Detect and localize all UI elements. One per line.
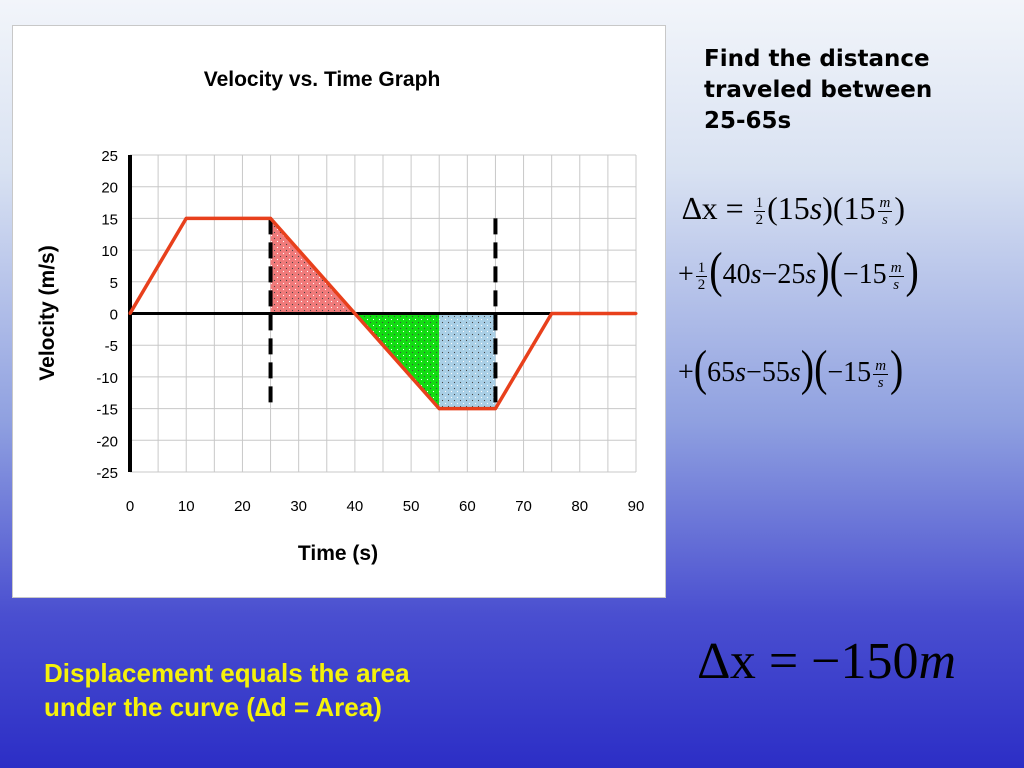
prompt-line: Find the distance — [704, 46, 930, 72]
x-tick-label: 20 — [234, 498, 251, 515]
x-tick-label: 80 — [571, 498, 588, 515]
frac-num: m — [888, 260, 904, 278]
x-tick-label: 0 — [126, 498, 134, 515]
unit: s — [750, 259, 762, 290]
prompt-text: Find the distance traveled between 25-65… — [704, 44, 1004, 137]
frac-den: 2 — [697, 277, 706, 294]
term: 65 — [707, 357, 736, 388]
data-point — [128, 312, 132, 315]
unit: s — [809, 190, 823, 226]
x-axis-label: Time (s) — [298, 542, 378, 565]
velocity-line — [128, 216, 636, 411]
shaded-area — [439, 313, 496, 409]
data-point — [353, 312, 357, 315]
eq-sign: = — [768, 633, 799, 690]
term: 25 — [777, 259, 806, 290]
y-tick-label: -20 — [96, 433, 118, 450]
footer-line: Displacement equals the area — [44, 658, 410, 688]
x-tick-label: 70 — [515, 498, 532, 515]
chart-title: Velocity vs. Time Graph — [204, 68, 441, 91]
data-point — [437, 407, 441, 411]
eq-lhs: ∆x — [698, 633, 756, 690]
prompt-line: traveled between — [704, 77, 933, 103]
y-tick-label: 10 — [101, 243, 118, 260]
term: 40 — [722, 259, 751, 290]
unit: m — [918, 633, 957, 690]
frac-num: 1 — [753, 195, 766, 213]
unit: s — [735, 357, 747, 388]
data-point — [269, 216, 273, 220]
y-tick-label: -15 — [96, 402, 118, 419]
data-point — [493, 407, 497, 411]
minus-sign: − — [761, 259, 778, 290]
y-tick-label: 25 — [101, 148, 118, 165]
frac-den: s — [893, 277, 900, 294]
result-equation: ∆x = −150m — [698, 632, 956, 691]
term: )(15 — [822, 190, 876, 226]
unit: s — [789, 357, 801, 388]
y-tick-label: -5 — [105, 338, 118, 355]
x-tick-label: 90 — [628, 498, 645, 515]
eq-sign: = — [725, 190, 744, 226]
data-point — [634, 312, 638, 315]
y-axis-label: Velocity (m/s) — [36, 245, 59, 380]
x-tick-label: 10 — [178, 498, 195, 515]
y-tick-label: 20 — [101, 180, 118, 197]
result-value: −150 — [811, 633, 919, 690]
term: (15 — [767, 190, 810, 226]
y-tick-label: 0 — [110, 307, 118, 324]
y-tick-label: -10 — [96, 370, 118, 387]
minus-sign: − — [746, 357, 762, 388]
term: −15 — [842, 259, 887, 290]
data-point — [550, 312, 554, 315]
frac-num: m — [873, 358, 889, 376]
term: ) — [894, 190, 906, 226]
x-tick-label: 40 — [347, 498, 364, 515]
equation-line-3: +(65s−55s)(−15 m s) — [678, 339, 904, 396]
equation-line-2: +1 2 (40s−25s)(−15 m s) — [678, 241, 919, 298]
equation-line-1: ∆x = 1 2 (15s)(15 m s) — [682, 190, 905, 228]
eq-lhs: ∆x — [682, 190, 718, 226]
footer-note: Displacement equals the area under the c… — [44, 656, 604, 724]
frac-num: m — [877, 195, 893, 213]
unit: s — [805, 259, 817, 290]
frac-den: s — [882, 212, 888, 229]
x-tick-label: 50 — [403, 498, 420, 515]
plus-sign: + — [678, 259, 694, 290]
frac-den: s — [877, 375, 884, 392]
frac-den: 2 — [755, 212, 764, 229]
y-tick-label: -25 — [96, 465, 118, 482]
frac-num: 1 — [695, 260, 708, 278]
y-tick-label: 15 — [101, 211, 118, 228]
term: 55 — [761, 357, 790, 388]
footer-line: under the curve (∆d = Area) — [44, 692, 382, 722]
plus-sign: + — [678, 357, 694, 388]
x-tick-label: 60 — [459, 498, 476, 515]
x-tick-label: 30 — [290, 498, 307, 515]
data-point — [184, 216, 188, 220]
prompt-line: 25-65s — [704, 108, 792, 134]
term: −15 — [827, 357, 872, 388]
y-tick-label: 5 — [110, 275, 118, 292]
